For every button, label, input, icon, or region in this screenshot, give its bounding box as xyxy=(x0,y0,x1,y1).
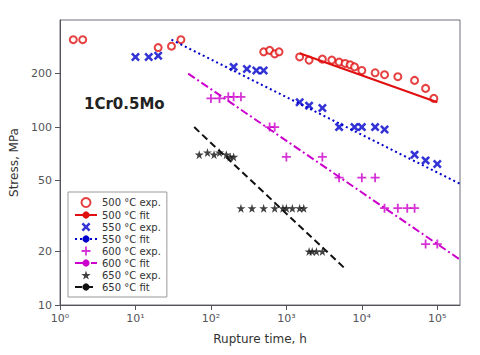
svg-text:20: 20 xyxy=(38,245,52,258)
svg-text:10⁰: 10⁰ xyxy=(51,312,70,325)
svg-text:10¹: 10¹ xyxy=(126,312,144,325)
svg-text:1Cr0.5Mo: 1Cr0.5Mo xyxy=(84,95,165,113)
svg-text:550 °C exp.: 550 °C exp. xyxy=(102,222,161,233)
svg-text:550 °C fit: 550 °C fit xyxy=(102,234,150,245)
svg-text:600 °C fit: 600 °C fit xyxy=(102,258,150,269)
svg-text:10⁵: 10⁵ xyxy=(428,312,446,325)
svg-text:Stress, MPa: Stress, MPa xyxy=(7,128,21,197)
svg-text:10: 10 xyxy=(38,299,52,312)
svg-text:500 °C fit: 500 °C fit xyxy=(102,210,150,221)
svg-text:10³: 10³ xyxy=(277,312,295,325)
svg-text:650 °C exp.: 650 °C exp. xyxy=(102,270,161,281)
svg-text:200: 200 xyxy=(31,67,52,80)
svg-text:100: 100 xyxy=(31,121,52,134)
svg-text:600 °C exp.: 600 °C exp. xyxy=(102,246,161,257)
svg-text:10²: 10² xyxy=(202,312,220,325)
svg-text:500 °C exp.: 500 °C exp. xyxy=(102,197,161,208)
svg-text:50: 50 xyxy=(38,174,52,187)
svg-text:Rupture time, h: Rupture time, h xyxy=(213,332,307,346)
svg-text:650 °C fit: 650 °C fit xyxy=(102,282,150,293)
svg-text:10⁴: 10⁴ xyxy=(353,312,372,325)
